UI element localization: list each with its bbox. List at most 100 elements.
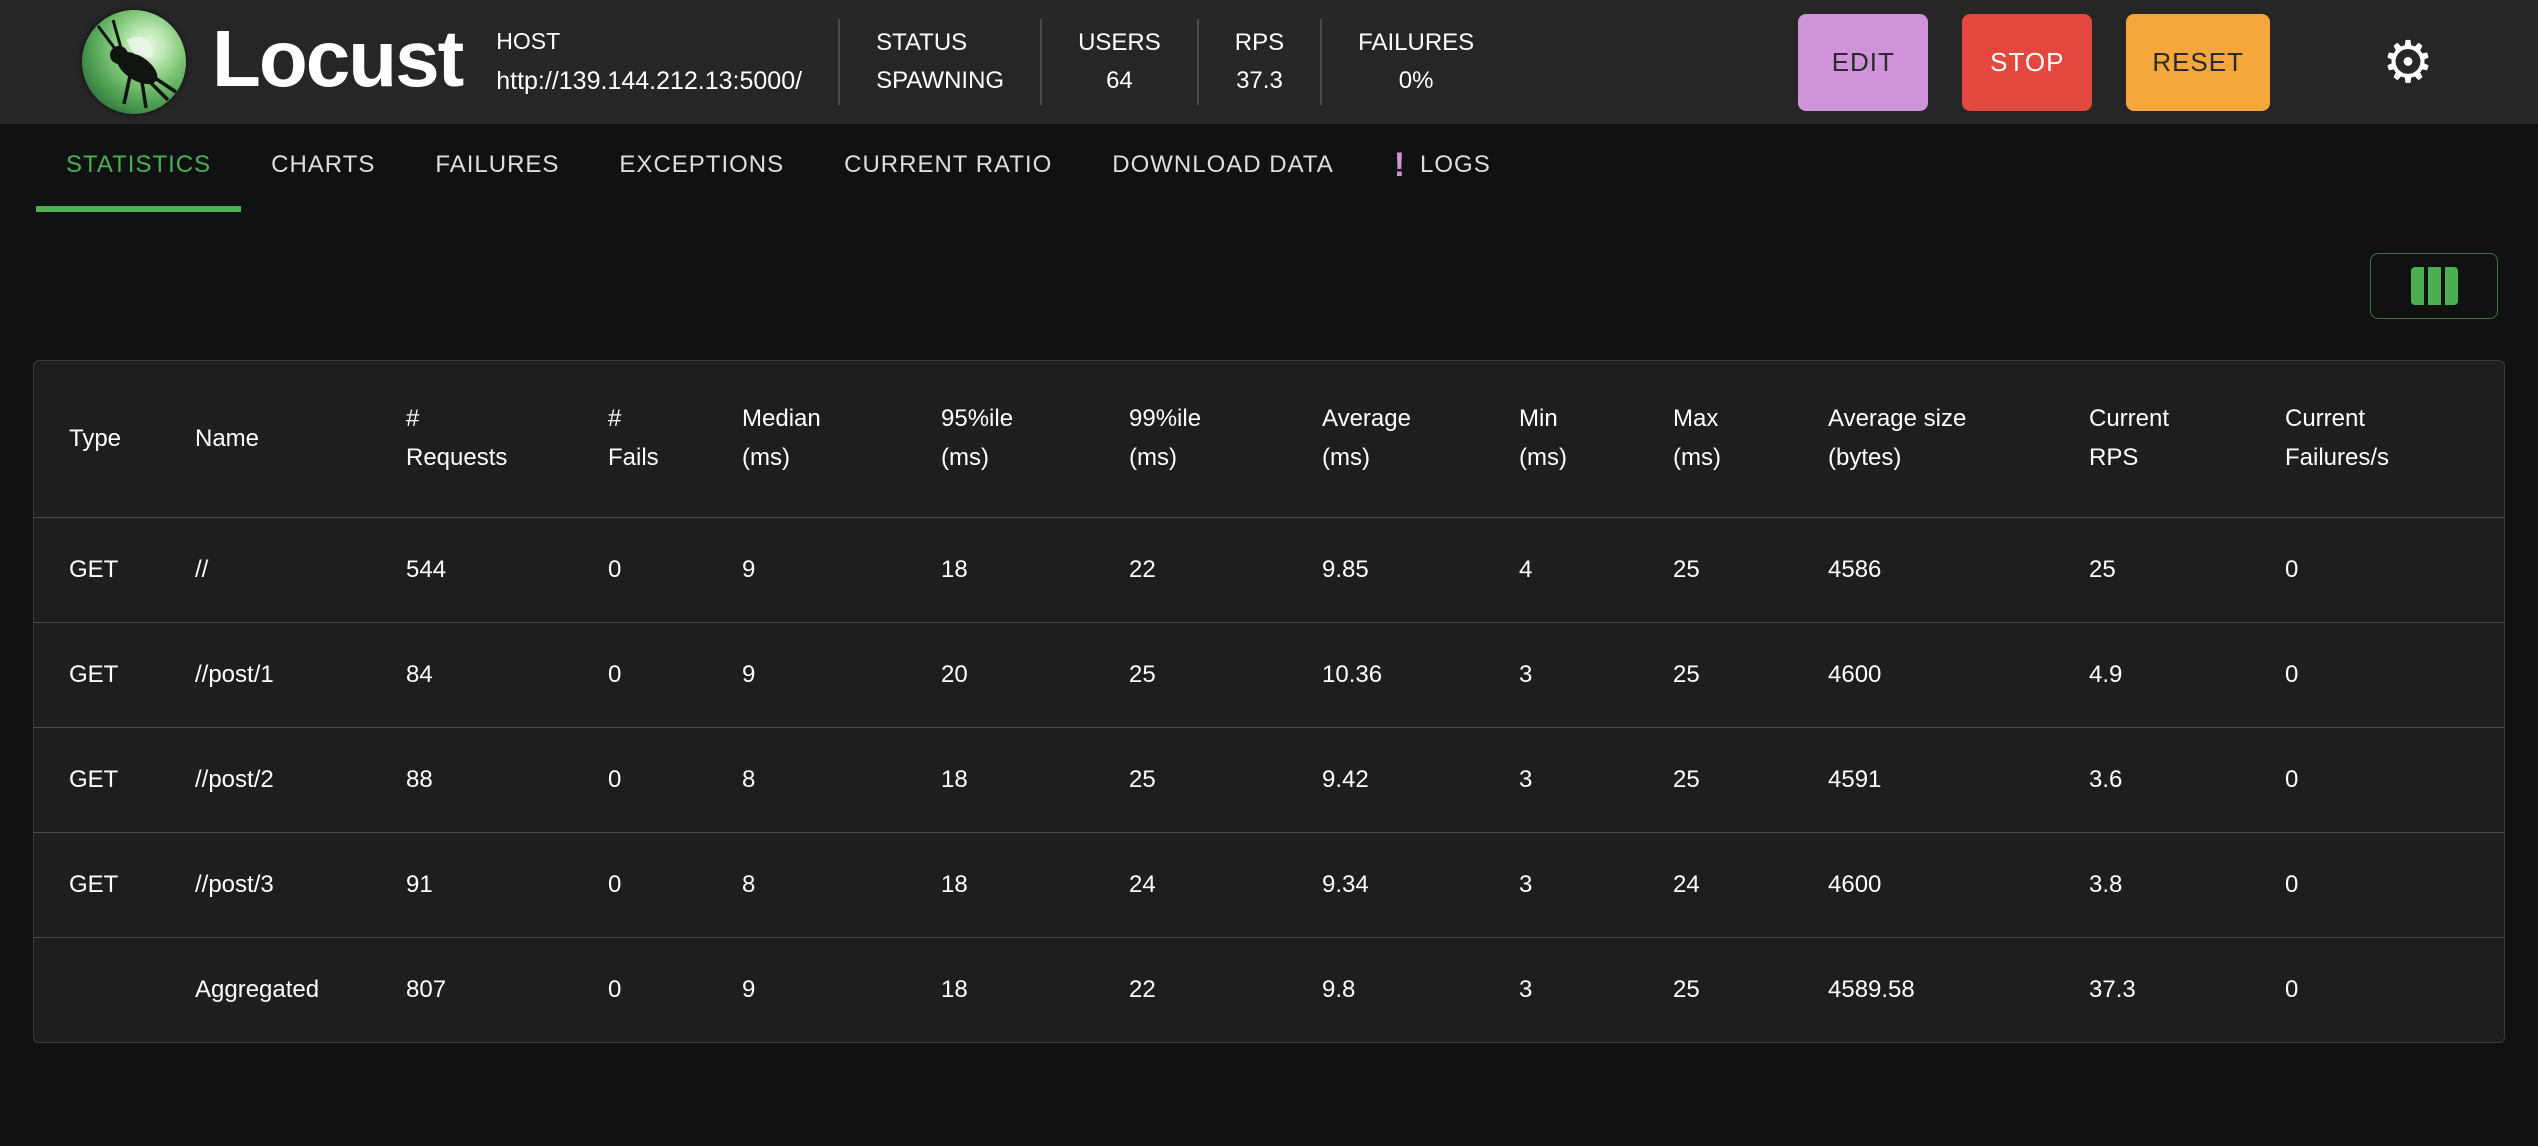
col-header-name[interactable]: Name <box>195 424 260 452</box>
stat-label: FAILURES <box>1358 29 1475 56</box>
cell-median: 9 <box>742 621 941 727</box>
col-header-max[interactable]: Max (ms) <box>1673 405 1721 471</box>
cell-requests: 88 <box>406 726 608 832</box>
cell-95ile: 18 <box>941 726 1129 832</box>
stop-button[interactable]: STOP <box>1962 13 2093 111</box>
column-selector-button[interactable] <box>2370 253 2498 319</box>
cell-current-rps: 37.3 <box>2089 936 2285 1042</box>
cell-min: 4 <box>1519 516 1673 622</box>
cell-current-failures: 0 <box>2285 516 2504 622</box>
cell-average: 9.42 <box>1322 726 1519 832</box>
tab-exceptions[interactable]: EXCEPTIONS <box>589 124 814 212</box>
host-label: HOST <box>496 28 561 54</box>
stat-value: 37.3 <box>1236 67 1283 94</box>
cell-type: GET <box>34 516 195 622</box>
tab-current-ratio[interactable]: CURRENT RATIO <box>814 124 1082 212</box>
cell-type: GET <box>34 726 195 832</box>
cell-median: 8 <box>742 831 941 937</box>
cell-95ile: 20 <box>941 621 1129 727</box>
col-header-average-size[interactable]: Average size (bytes) <box>1828 405 1967 471</box>
stat-users: USERS 64 <box>1042 31 1197 93</box>
cell-median: 9 <box>742 936 941 1042</box>
cell-current-failures: 0 <box>2285 726 2504 832</box>
col-header-type[interactable]: Type <box>69 424 122 452</box>
locust-logo <box>82 10 186 114</box>
statistics-table: Type Name # Requests # Fails Median (ms)… <box>33 360 2505 1043</box>
cell-max: 25 <box>1673 621 1828 727</box>
cell-max: 25 <box>1673 516 1828 622</box>
tab-label: CURRENT RATIO <box>844 151 1053 178</box>
cell-99ile: 22 <box>1129 516 1322 622</box>
stat-rps: RPS 37.3 <box>1199 31 1320 93</box>
tab-download-data[interactable]: DOWNLOAD DATA <box>1082 124 1363 212</box>
cell-type: GET <box>34 621 195 727</box>
table-row: GET //post/3 91 0 8 18 24 9.34 3 24 4600… <box>34 831 2504 937</box>
settings-button[interactable]: ⚙ <box>2382 33 2434 91</box>
cell-average: 9.8 <box>1322 936 1519 1042</box>
cell-fails: 0 <box>608 516 742 622</box>
cell-current-rps: 4.9 <box>2089 621 2285 727</box>
tab-label: STATISTICS <box>66 151 212 178</box>
divider <box>838 19 841 105</box>
table-toolbar <box>0 212 2538 360</box>
col-header-requests[interactable]: # Requests <box>406 405 508 471</box>
cell-min: 3 <box>1519 831 1673 937</box>
host-block: HOST http://139.144.212.13:5000/ <box>496 28 838 96</box>
tab-charts[interactable]: CHARTS <box>241 124 405 212</box>
col-header-current-rps[interactable]: Current RPS <box>2089 405 2170 471</box>
reset-button[interactable]: RESET <box>2126 13 2270 111</box>
cell-min: 3 <box>1519 936 1673 1042</box>
cell-current-rps: 3.6 <box>2089 726 2285 832</box>
cell-name: // <box>195 516 406 622</box>
cell-current-failures: 0 <box>2285 936 2504 1042</box>
tab-label: CHARTS <box>271 151 376 178</box>
cell-name: //post/3 <box>195 831 406 937</box>
col-header-fails[interactable]: # Fails <box>608 405 659 471</box>
cell-average-size: 4600 <box>1828 621 2089 727</box>
cell-average-size: 4591 <box>1828 726 2089 832</box>
cell-99ile: 25 <box>1129 726 1322 832</box>
tab-statistics[interactable]: STATISTICS <box>36 124 242 212</box>
tab-label: FAILURES <box>435 151 560 178</box>
cell-95ile: 18 <box>941 936 1129 1042</box>
cell-fails: 0 <box>608 831 742 937</box>
col-header-99ile[interactable]: 99%ile (ms) <box>1129 405 1202 471</box>
tab-label: LOGS <box>1420 151 1491 178</box>
edit-button[interactable]: EDIT <box>1798 13 1929 111</box>
col-header-95ile[interactable]: 95%ile (ms) <box>941 405 1014 471</box>
tab-failures[interactable]: FAILURES <box>405 124 589 212</box>
cell-99ile: 25 <box>1129 621 1322 727</box>
table-row: GET //post/2 88 0 8 18 25 9.42 3 25 4591… <box>34 726 2504 832</box>
cell-name: //post/1 <box>195 621 406 727</box>
stat-label: STATUS <box>876 29 968 56</box>
host-value: http://139.144.212.13:5000/ <box>496 67 803 95</box>
cell-max: 25 <box>1673 726 1828 832</box>
exclamation-badge-icon: ! <box>1393 146 1407 184</box>
cell-current-rps: 25 <box>2089 516 2285 622</box>
cell-requests: 84 <box>406 621 608 727</box>
cell-name: Aggregated <box>195 936 406 1042</box>
cell-fails: 0 <box>608 936 742 1042</box>
stat-value: 64 <box>1106 67 1133 94</box>
col-header-median[interactable]: Median (ms) <box>742 405 821 471</box>
cell-min: 3 <box>1519 621 1673 727</box>
cell-type: GET <box>34 831 195 937</box>
col-header-average[interactable]: Average (ms) <box>1322 405 1411 471</box>
stats-table-body: GET // 544 0 9 18 22 9.85 4 25 4586 25 0… <box>34 516 2504 1042</box>
stat-value: 0% <box>1398 67 1434 94</box>
col-header-current-failures[interactable]: Current Failures/s <box>2285 405 2390 471</box>
cell-type <box>34 936 195 1042</box>
cell-max: 24 <box>1673 831 1828 937</box>
stat-label: USERS <box>1078 29 1161 56</box>
divider <box>1040 19 1043 105</box>
table-row: GET //post/1 84 0 9 20 25 10.36 3 25 460… <box>34 621 2504 727</box>
cell-requests: 807 <box>406 936 608 1042</box>
cell-fails: 0 <box>608 726 742 832</box>
cell-median: 8 <box>742 726 941 832</box>
tab-logs[interactable]: ! LOGS <box>1364 124 1521 212</box>
locust-icon <box>96 19 177 109</box>
cell-requests: 91 <box>406 831 608 937</box>
col-header-min[interactable]: Min (ms) <box>1519 405 1567 471</box>
stat-label: RPS <box>1234 29 1285 56</box>
cell-95ile: 18 <box>941 516 1129 622</box>
